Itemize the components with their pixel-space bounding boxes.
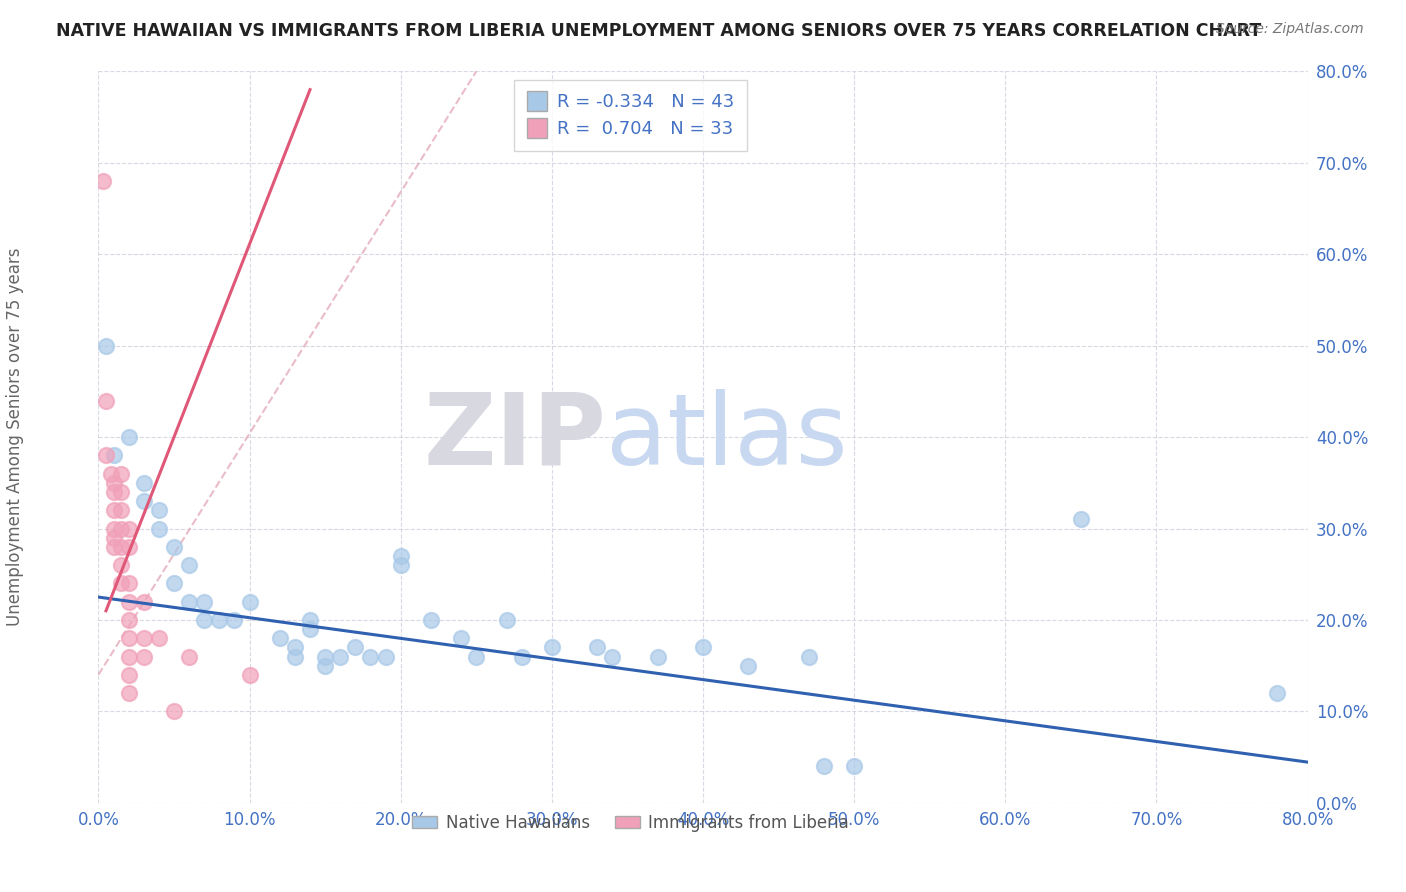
Point [103, 521, 125, 535]
Point [163, 540, 186, 554]
Point [103, 448, 125, 462]
Point [374, 649, 396, 664]
Point [118, 667, 141, 681]
Point [163, 576, 186, 591]
Point [179, 558, 201, 573]
Point [314, 658, 336, 673]
Point [239, 594, 262, 608]
Point [510, 649, 533, 664]
Point [110, 467, 132, 481]
Point [465, 649, 488, 664]
Point [647, 649, 669, 664]
Point [495, 613, 517, 627]
Point [224, 613, 246, 627]
Point [100, 467, 122, 481]
Point [360, 649, 382, 664]
Point [1070, 512, 1092, 526]
Point [737, 658, 759, 673]
Point [329, 649, 352, 664]
Point [299, 613, 322, 627]
Point [118, 632, 141, 646]
Point [389, 558, 412, 573]
Point [118, 613, 141, 627]
Point [389, 549, 412, 563]
Point [132, 594, 155, 608]
Point [103, 540, 125, 554]
Point [797, 649, 820, 664]
Point [692, 640, 714, 655]
Point [118, 521, 141, 535]
Point [94, 448, 117, 462]
Point [118, 649, 141, 664]
Point [110, 521, 132, 535]
Point [163, 705, 186, 719]
Point [103, 475, 125, 490]
Legend: Native Hawaiians, Immigrants from Liberia: Native Hawaiians, Immigrants from Liberi… [405, 807, 855, 838]
Point [110, 576, 132, 591]
Text: atlas: atlas [606, 389, 848, 485]
Point [284, 640, 307, 655]
Point [450, 632, 472, 646]
Point [91, 174, 114, 188]
Point [132, 632, 155, 646]
Point [1267, 686, 1289, 700]
Point [148, 632, 170, 646]
Point [193, 613, 215, 627]
Point [284, 649, 307, 664]
Point [132, 475, 155, 490]
Point [602, 649, 624, 664]
Point [844, 759, 866, 773]
Point [193, 594, 215, 608]
Point [179, 594, 201, 608]
Text: ZIP: ZIP [423, 389, 606, 485]
Point [110, 485, 132, 500]
Point [299, 622, 322, 636]
Point [269, 632, 291, 646]
Point [118, 540, 141, 554]
Point [344, 640, 367, 655]
Point [813, 759, 835, 773]
Point [148, 521, 170, 535]
Point [586, 640, 609, 655]
Text: Source: ZipAtlas.com: Source: ZipAtlas.com [1216, 22, 1364, 37]
Point [314, 649, 336, 664]
Point [94, 393, 117, 408]
Point [420, 613, 443, 627]
Point [132, 649, 155, 664]
Point [118, 576, 141, 591]
Point [94, 338, 117, 352]
Point [118, 686, 141, 700]
Point [118, 430, 141, 444]
Point [110, 558, 132, 573]
Text: NATIVE HAWAIIAN VS IMMIGRANTS FROM LIBERIA UNEMPLOYMENT AMONG SENIORS OVER 75 YE: NATIVE HAWAIIAN VS IMMIGRANTS FROM LIBER… [56, 22, 1261, 40]
Point [110, 503, 132, 517]
Point [208, 613, 231, 627]
Point [148, 503, 170, 517]
Point [118, 594, 141, 608]
Point [239, 667, 262, 681]
Point [103, 503, 125, 517]
Point [540, 640, 562, 655]
Point [103, 485, 125, 500]
Point [179, 649, 201, 664]
Point [103, 531, 125, 545]
Point [110, 540, 132, 554]
Point [132, 494, 155, 508]
Y-axis label: Unemployment Among Seniors over 75 years: Unemployment Among Seniors over 75 years [6, 248, 24, 626]
